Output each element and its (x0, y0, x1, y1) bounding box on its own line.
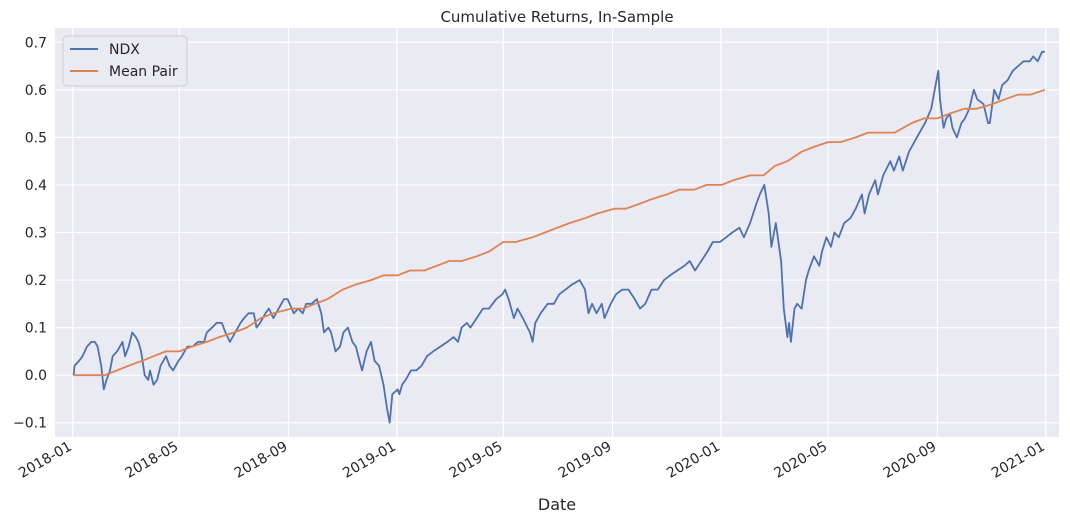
legend-label-mean-pair: Mean Pair (109, 64, 178, 80)
x-tick-label: 2020-09 (881, 439, 940, 482)
legend-label-ndx: NDX (109, 42, 140, 58)
x-tick-label: 2018-01 (16, 439, 75, 482)
x-tick-label: 2019-09 (556, 439, 615, 482)
grid-lines (55, 28, 1059, 437)
x-tick-label: 2021-01 (989, 439, 1048, 482)
x-tick-label: 2018-05 (123, 439, 182, 482)
x-tick-label: 2019-01 (340, 439, 399, 482)
x-tick-label: 2019-05 (447, 439, 506, 482)
plot-area (55, 28, 1059, 437)
x-axis-ticks: 2018-01 2018-05 2018-09 2019-01 2019-05 2019-… (16, 439, 1048, 482)
y-tick-label: 0.1 (25, 321, 47, 337)
series-lines (72, 50, 1046, 424)
legend: NDX Mean Pair (62, 35, 188, 87)
x-axis-label: Date (538, 495, 576, 514)
y-tick-label: 0.2 (25, 273, 47, 289)
series-line-ndx (72, 50, 1045, 424)
chart-title: Cumulative Returns, In-Sample (440, 8, 673, 26)
y-tick-label: 0.3 (25, 226, 47, 242)
x-tick-label: 2018-09 (232, 439, 291, 482)
y-tick-label: 0.6 (25, 83, 47, 99)
x-tick-label: 2020-01 (664, 439, 723, 482)
y-tick-label: 0.4 (25, 178, 47, 194)
y-axis-ticks: −0.1 0.0 0.1 0.2 0.3 0.4 0.5 0.6 0.7 (13, 35, 47, 431)
x-tick-label: 2020-05 (772, 439, 831, 482)
y-tick-label: −0.1 (13, 416, 47, 432)
series-line-mean-pair (73, 88, 1046, 377)
y-tick-label: 0.7 (25, 35, 47, 51)
y-tick-label: 0.5 (25, 130, 47, 146)
y-tick-label: 0.0 (25, 368, 47, 384)
